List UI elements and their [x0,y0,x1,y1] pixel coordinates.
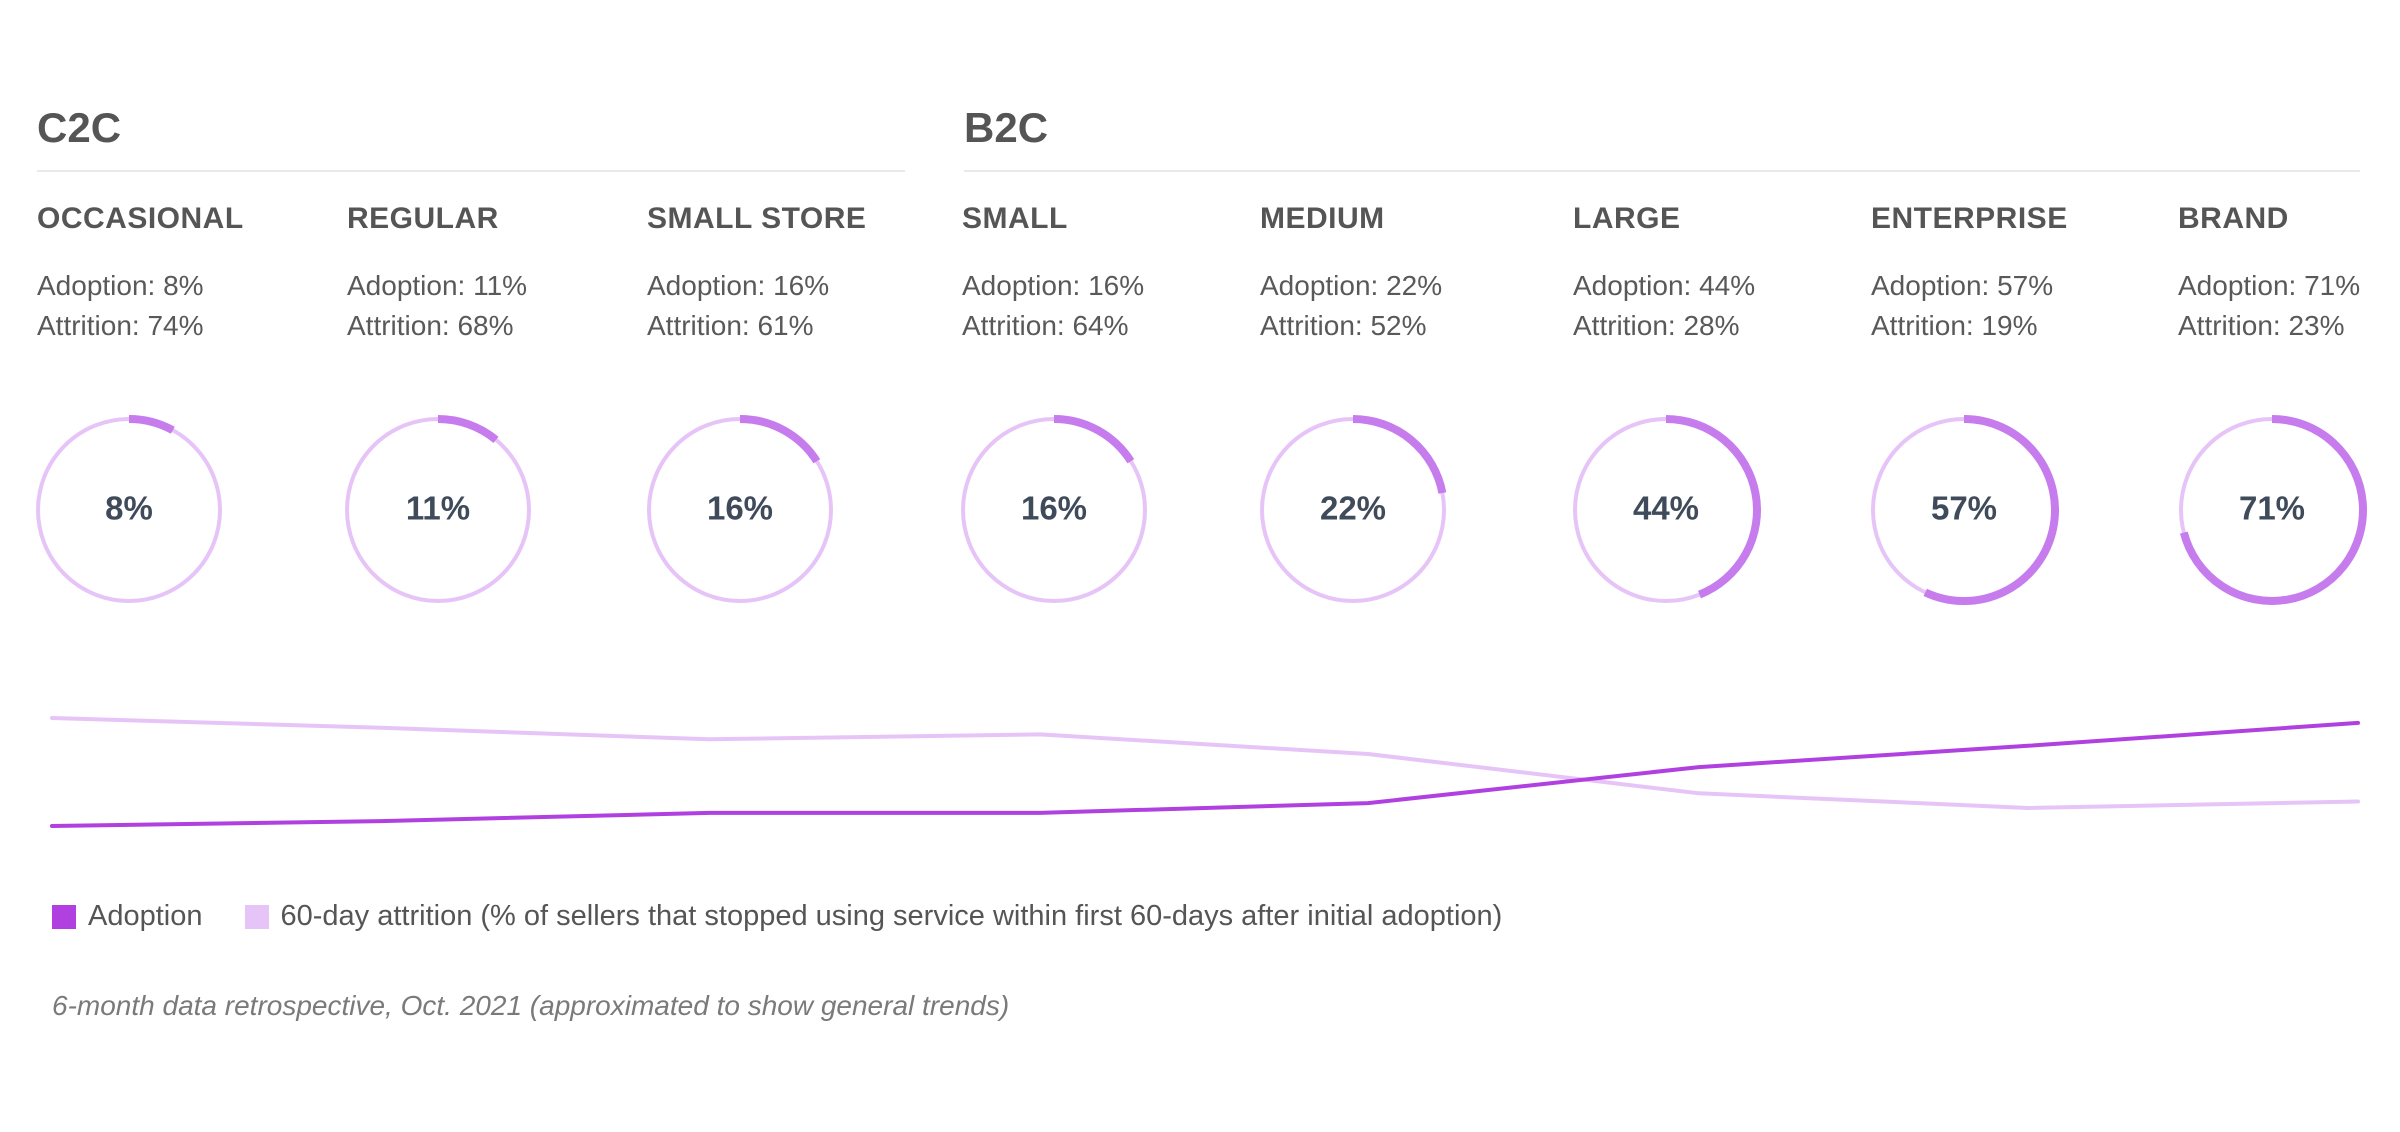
legend-item-attrition: 60-day attrition (% of sellers that stop… [244,900,1503,933]
c2c-divider [37,170,905,172]
ring-progress-arc [1053,415,1135,464]
ring-progress-arc [128,415,175,434]
segment-large: LARGE Adoption: 44% Attrition: 28% [1573,202,1793,346]
b2c-group-title: B2C [964,104,1049,151]
ring-progress-arc [1352,415,1447,494]
segment-name: SMALL [962,202,1068,235]
attrition-swatch [244,904,269,929]
segment-name: BRAND [2178,202,2289,235]
adoption-stat: Adoption: 57% [1871,270,2054,301]
ring-progress-arc [2179,415,2367,605]
segment-small-store: SMALL STORE Adoption: 16% Attrition: 61% [647,202,867,346]
chart-legend: Adoption 60-day attrition (% of sellers … [52,900,1544,933]
segment-name: MEDIUM [1260,202,1385,235]
attrition-stat: Attrition: 23% [2178,310,2345,341]
attrition-stat: Attrition: 52% [1260,310,1427,341]
ring-percent-label: 16% [1021,490,1087,527]
segment-small: SMALL Adoption: 16% Attrition: 64% [962,202,1182,346]
adoption-line [50,720,2360,828]
legend-item-adoption: Adoption [52,900,203,933]
ring-percent-label: 11% [406,490,470,527]
segment-brand: BRAND Adoption: 71% Attrition: 23% [2178,202,2398,346]
segment-regular: REGULAR Adoption: 11% Attrition: 68% [347,202,567,346]
adoption-stat: Adoption: 11% [347,270,528,301]
attrition-line [50,716,2360,810]
ring-percent-label: 22% [1320,490,1386,527]
attrition-stat: Attrition: 61% [647,310,814,341]
adoption-stat: Adoption: 16% [962,270,1145,301]
segment-name: REGULAR [347,202,499,235]
segment-name: ENTERPRISE [1871,202,2068,235]
attrition-stat: Attrition: 74% [37,310,204,341]
ring-percent-label: 57% [1931,490,1997,527]
adoption-stat: Adoption: 16% [647,270,830,301]
segment-name: OCCASIONAL [37,202,244,235]
ring-percent-label: 44% [1633,490,1699,527]
adoption-stat: Adoption: 8% [37,270,204,301]
c2c-group-title: C2C [37,104,122,151]
segment-name: SMALL STORE [647,202,867,235]
attrition-stat: Attrition: 19% [1871,310,2038,341]
ring-progress-arc [1923,415,2059,605]
ring-progress-arc [739,415,821,464]
attrition-stat: Attrition: 64% [962,310,1129,341]
ring-percent-label: 8% [105,490,153,527]
attrition-stat: Attrition: 28% [1573,310,1740,341]
ring-percent-label: 16% [707,490,773,527]
ring-progress-arc [1665,415,1761,599]
adoption-stat: Adoption: 44% [1573,270,1756,301]
legend-label-adoption: Adoption [88,900,203,932]
attrition-stat: Attrition: 68% [347,310,514,341]
ring-percent-label: 71% [2239,490,2305,527]
segment-enterprise: ENTERPRISE Adoption: 57% Attrition: 19% [1871,202,2091,346]
b2c-divider [964,170,2360,172]
ring-progress-arc [437,415,499,444]
segment-occasional: OCCASIONAL Adoption: 8% Attrition: 74% [37,202,257,346]
segment-medium: MEDIUM Adoption: 22% Attrition: 52% [1260,202,1480,346]
adoption-stat: Adoption: 22% [1260,270,1443,301]
segment-name: LARGE [1573,202,1681,235]
legend-label-attrition: 60-day attrition (% of sellers that stop… [280,900,1503,932]
adoption-stat: Adoption: 71% [2178,270,2361,301]
footnote: 6-month data retrospective, Oct. 2021 (a… [52,990,1010,1021]
adoption-swatch [52,904,76,929]
